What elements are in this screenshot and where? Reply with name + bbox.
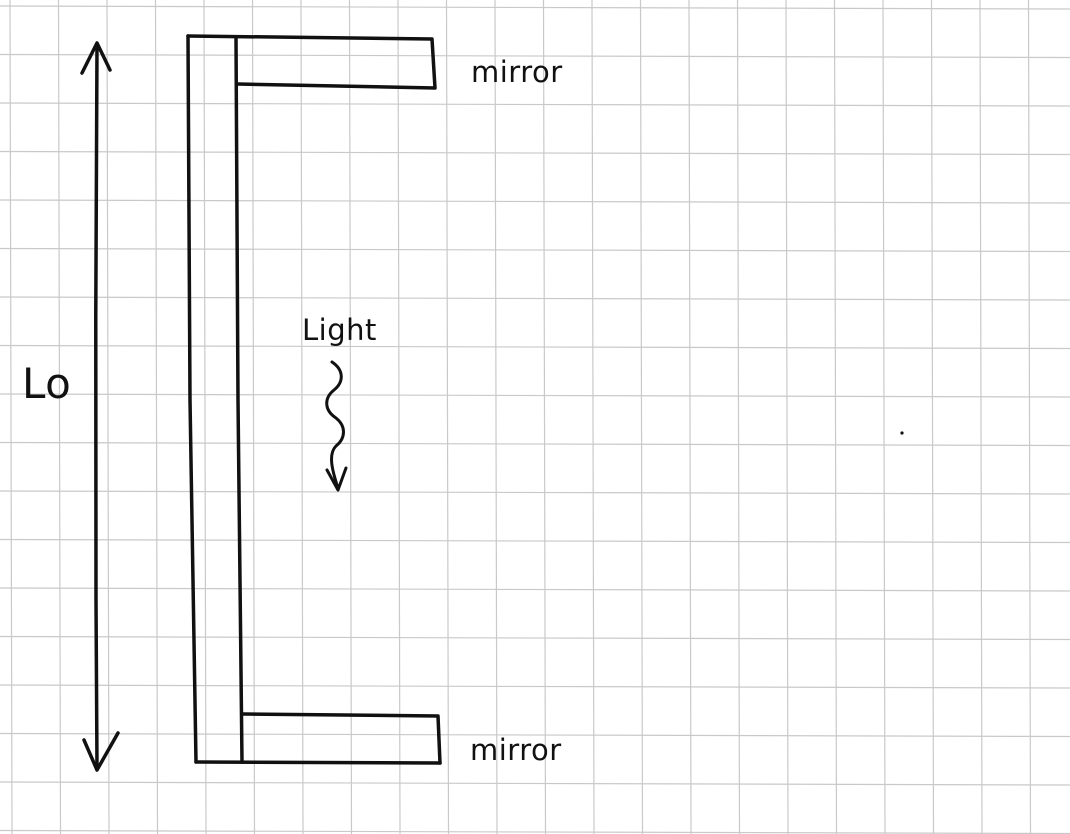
grid-line-vertical	[348, 0, 353, 834]
grid-line-vertical	[106, 0, 110, 834]
cavity-tube	[186, 34, 442, 765]
grid-line-horizontal	[0, 53, 1070, 59]
grid-line-vertical	[930, 0, 935, 834]
length-label: Lo	[22, 359, 71, 408]
grid-line-vertical	[57, 0, 62, 834]
grid-line-horizontal	[0, 5, 1070, 10]
grid-line-horizontal	[0, 102, 1070, 107]
grid-line-vertical	[833, 0, 838, 834]
grid-line-vertical	[785, 0, 789, 834]
grid-line-vertical	[882, 0, 886, 834]
length-arrow-head-bottom	[82, 731, 120, 772]
grid-line-vertical	[639, 0, 644, 834]
grid-line-vertical	[979, 0, 983, 834]
grid-line-horizontal	[0, 684, 1070, 689]
mirror-top-outline	[186, 34, 437, 90]
light-wave-arrowhead	[325, 466, 348, 492]
tube-inner-wall	[234, 36, 244, 764]
grid-line-horizontal	[0, 781, 1070, 786]
length-arrow	[80, 41, 120, 772]
grid-line-vertical	[397, 0, 401, 834]
mirror-bottom-label: mirror	[470, 733, 562, 767]
grid-line-vertical	[9, 0, 13, 834]
grid-line-horizontal	[0, 296, 1070, 301]
light-label: Light	[302, 313, 377, 347]
grid-line-vertical	[591, 0, 595, 834]
grid-line-vertical	[542, 0, 547, 834]
mirror-top	[186, 34, 437, 90]
grid-line-horizontal	[0, 538, 1070, 544]
grid-line-horizontal	[0, 344, 1070, 350]
tube-outer-wall	[186, 34, 198, 764]
mirror-bottom-outline	[241, 712, 442, 765]
grid-line-horizontal	[0, 490, 1070, 495]
grid-line-vertical	[251, 0, 256, 834]
grid-line-horizontal	[0, 829, 1070, 834]
length-arrow-head-top	[80, 41, 112, 75]
mirror-top-label: mirror	[471, 55, 563, 89]
grid-line-vertical	[736, 0, 741, 834]
ink-dot	[900, 431, 904, 435]
grid-line-horizontal	[0, 247, 1070, 253]
grid-line-vertical	[154, 0, 159, 834]
length-arrow-shaft	[93, 43, 99, 770]
light-wave-arrow	[325, 360, 348, 492]
grid-line-horizontal	[0, 587, 1070, 592]
tube-bottom-edge	[194, 760, 442, 765]
grid-line-vertical	[445, 0, 450, 834]
grid-line-vertical	[494, 0, 498, 834]
mirror-bottom	[241, 712, 442, 765]
grid-line-horizontal	[0, 441, 1070, 447]
grid-line-horizontal	[0, 732, 1070, 738]
grid-line-horizontal	[0, 199, 1070, 204]
grid-line-vertical	[1027, 0, 1032, 834]
grid-line-horizontal	[0, 393, 1070, 398]
grid-line-horizontal	[0, 150, 1070, 156]
light-wave	[325, 360, 345, 490]
grid-line-vertical	[203, 0, 207, 834]
grid-line-horizontal	[0, 635, 1070, 641]
grid-line-vertical	[300, 0, 304, 834]
grid-line-vertical	[688, 0, 692, 834]
